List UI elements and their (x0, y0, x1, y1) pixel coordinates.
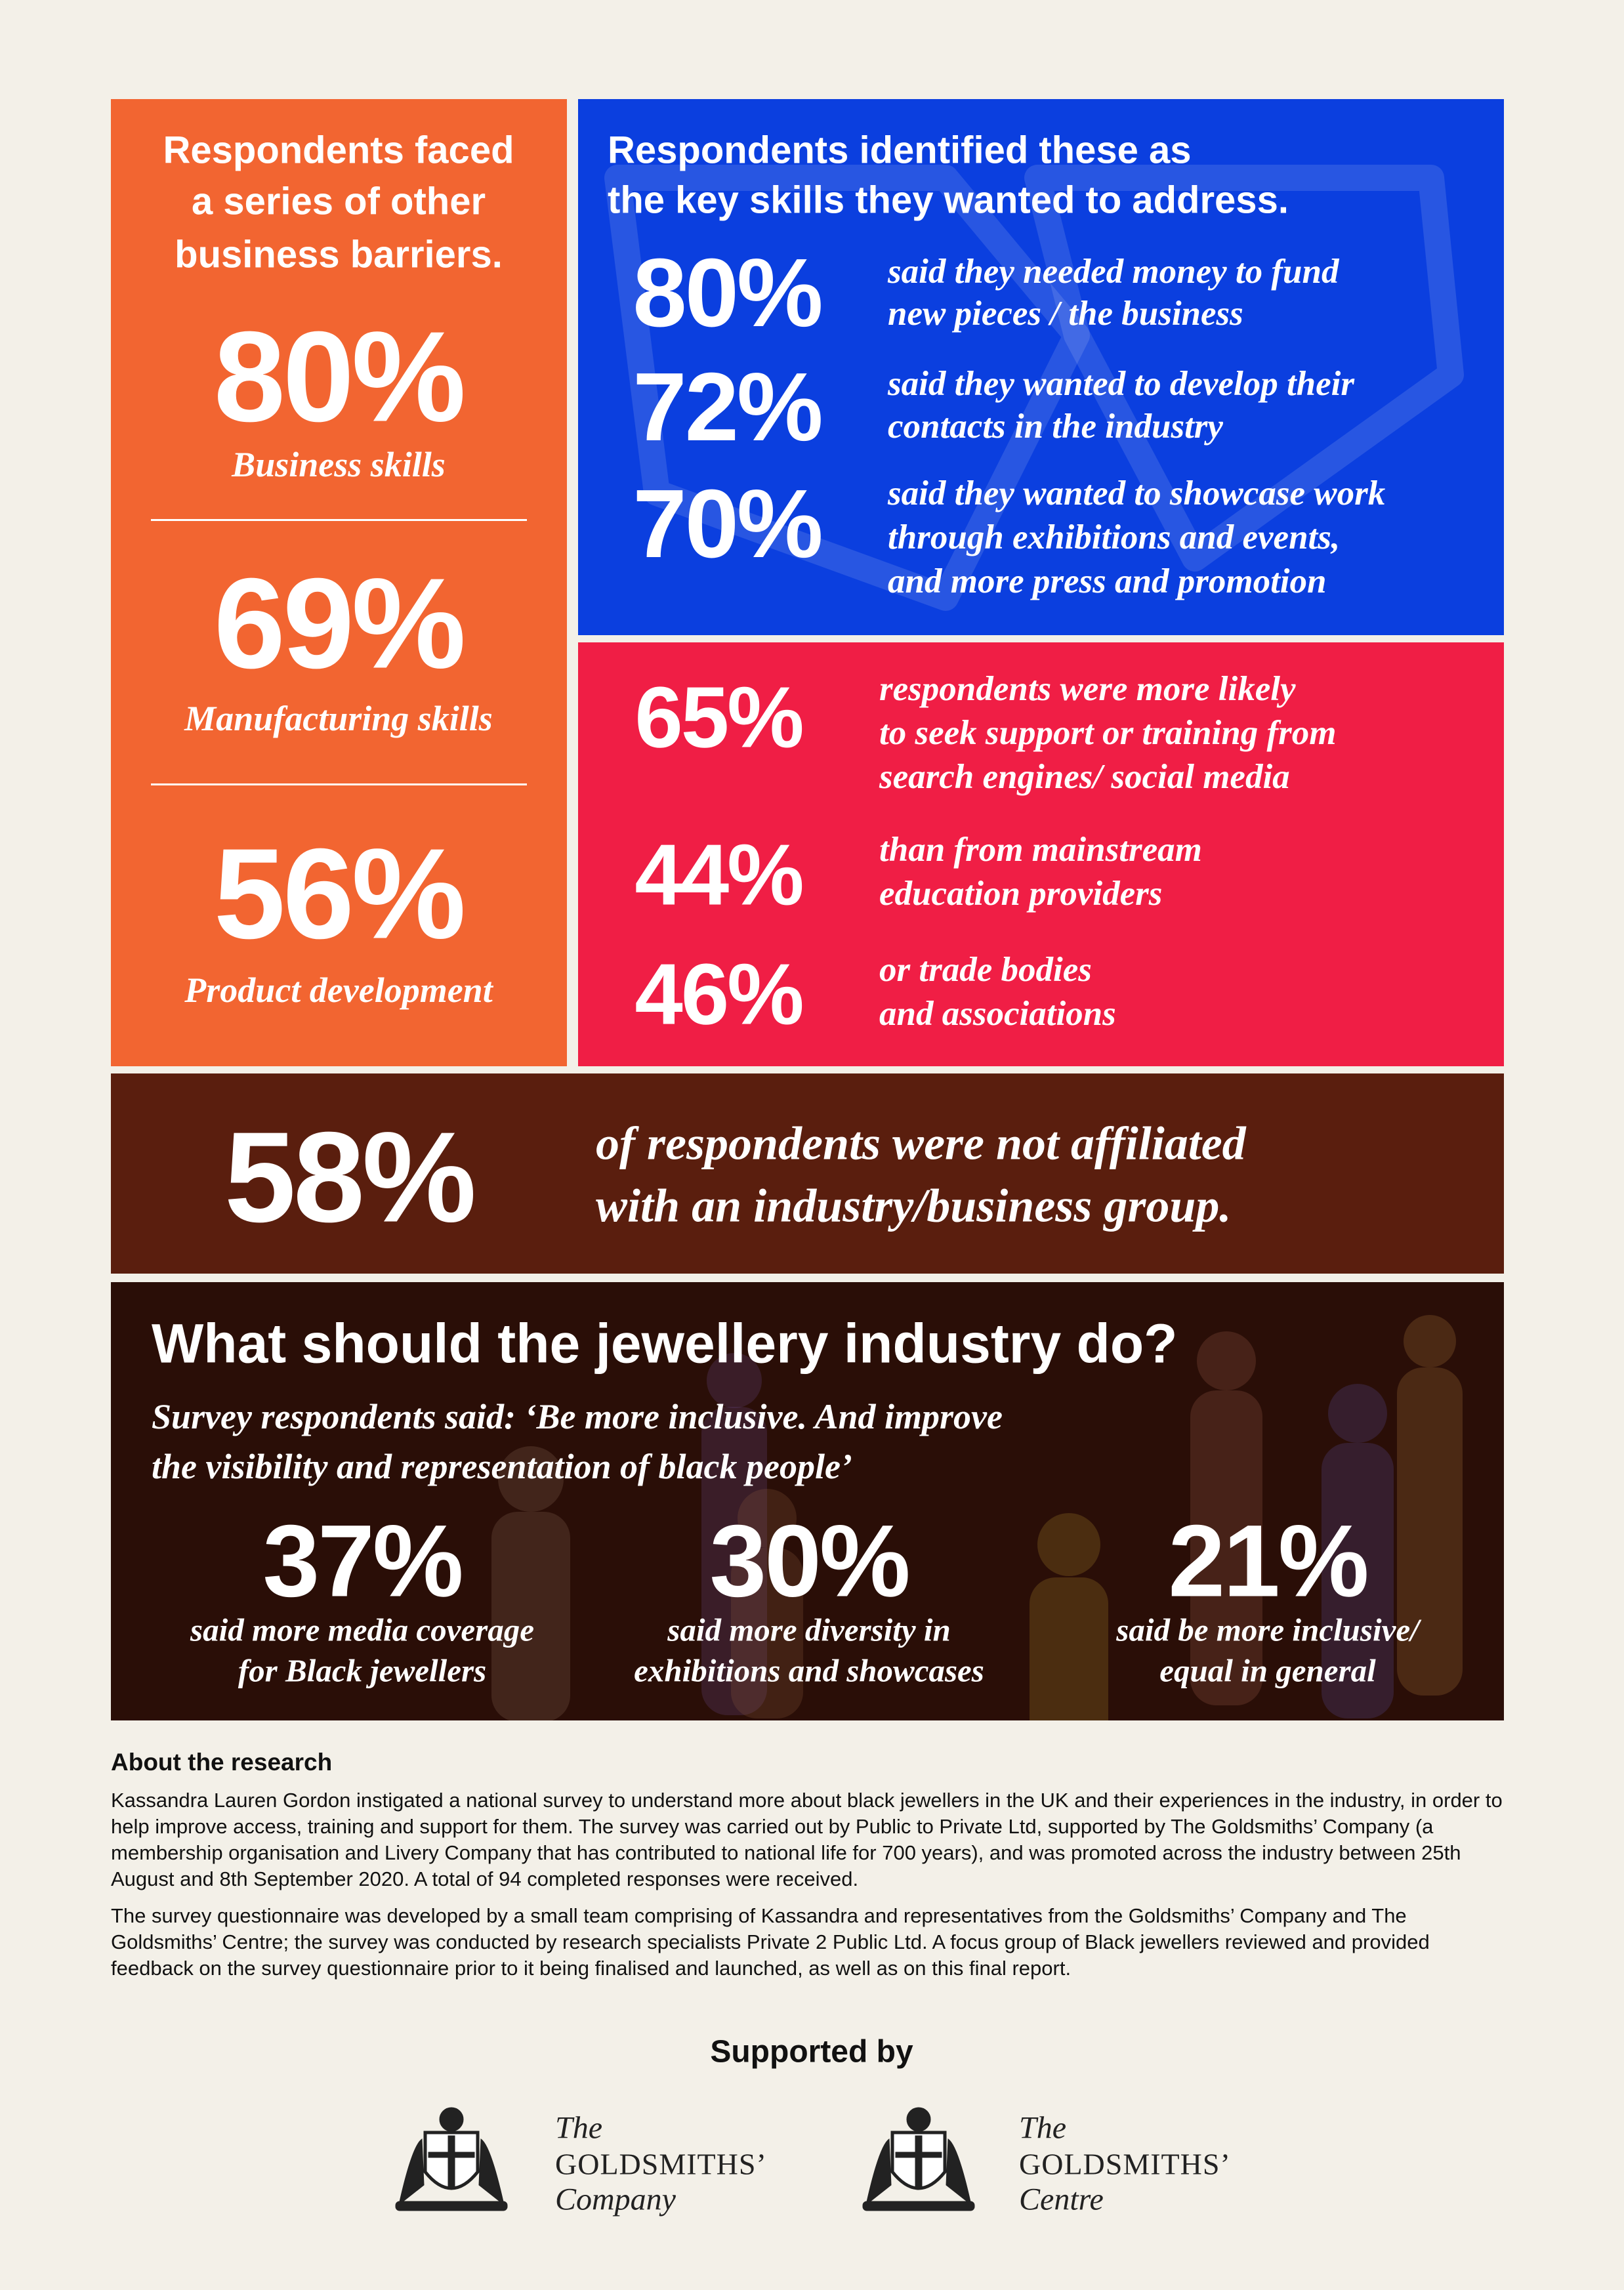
stat-text: said they needed money to fund (888, 253, 1339, 291)
stat-value: 21% (1168, 1504, 1369, 1619)
stat-value: 69% (213, 551, 466, 696)
panel-watermark (604, 165, 1464, 611)
stat-value: 37% (262, 1504, 463, 1619)
stat-text: contacts in the industry (888, 407, 1223, 446)
stat-value: 56% (213, 822, 466, 966)
stat-text: or trade bodies (879, 951, 1092, 989)
about-paragraph: The survey questionnaire was developed b… (111, 1904, 1430, 1980)
panel-heading: a series of other (191, 180, 486, 223)
stat-text: equal in general (1159, 1652, 1376, 1689)
silhouettes (491, 1315, 1463, 1720)
goldsmiths-crest (395, 2107, 508, 2211)
stat-value: 46% (635, 946, 804, 1043)
industry-panel (111, 1282, 1504, 1720)
section-title: What should the jewellery industry do? (152, 1312, 1178, 1375)
goldsmiths-crest (862, 2107, 975, 2211)
supported-heading: Supported by (710, 2034, 913, 2070)
stat-text: said they wanted to showcase work (888, 474, 1386, 512)
stat-text: through exhibitions and events, (888, 518, 1341, 556)
panel-heading: business barriers. (175, 233, 503, 276)
divider (151, 519, 527, 521)
stat-text: exhibitions and showcases (634, 1652, 984, 1689)
logo-text: The (1019, 2110, 1066, 2146)
stat-value: 80% (633, 239, 823, 347)
stat-value: 70% (633, 470, 823, 578)
stat-text: with an industry/business group. (596, 1179, 1232, 1232)
section-subtitle: Survey respondents said: ‘Be more inclus… (152, 1397, 1003, 1436)
stat-label: Product development (184, 970, 493, 1010)
stat-text: and associations (879, 995, 1116, 1033)
stat-label: Business skills (232, 445, 446, 484)
stat-text: and more press and promotion (888, 562, 1327, 600)
stat-text: of respondents were not affiliated (596, 1117, 1246, 1170)
stat-value: 44% (635, 826, 804, 923)
stat-value: 58% (224, 1105, 476, 1249)
stat-text: said they wanted to develop their (888, 365, 1355, 403)
logo-text: Company (555, 2182, 676, 2217)
logo-text: GOLDSMITHS’ (1019, 2147, 1231, 2181)
panel-heading: the key skills they wanted to address. (608, 178, 1289, 222)
stat-text: than from mainstream (879, 831, 1202, 869)
stat-text: said be more inclusive/ (1116, 1612, 1419, 1648)
stat-value: 80% (213, 304, 466, 449)
stat-value: 30% (709, 1504, 910, 1619)
logo-text: GOLDSMITHS’ (555, 2147, 767, 2181)
barriers-panel (111, 99, 567, 1066)
stat-text: new pieces / the business (888, 295, 1243, 333)
stat-text: search engines/ social media (879, 758, 1290, 796)
divider (151, 783, 527, 785)
stat-text: education providers (879, 875, 1163, 913)
stat-text: said more diversity in (667, 1612, 951, 1648)
logo-text: The (555, 2110, 602, 2146)
about-heading: About the research (111, 1749, 333, 1776)
stat-text: said more media coverage (190, 1612, 534, 1648)
stat-value: 65% (635, 669, 804, 766)
logo-text: Centre (1019, 2182, 1104, 2217)
panel-heading: Respondents faced (163, 129, 514, 172)
stat-label: Manufacturing skills (184, 699, 493, 738)
about-paragraph: Kassandra Lauren Gordon instigated a nat… (111, 1789, 1503, 1890)
stat-text: to seek support or training from (879, 714, 1337, 752)
support-sources-panel (578, 642, 1504, 1066)
panel-heading: Respondents identified these as (608, 129, 1192, 172)
stat-text: respondents were more likely (879, 670, 1296, 708)
key-skills-panel (578, 99, 1504, 635)
affiliation-panel (111, 1073, 1504, 1274)
section-subtitle: the visibility and representation of bla… (152, 1447, 852, 1486)
stat-value: 72% (633, 353, 823, 461)
stat-text: for Black jewellers (238, 1652, 487, 1689)
